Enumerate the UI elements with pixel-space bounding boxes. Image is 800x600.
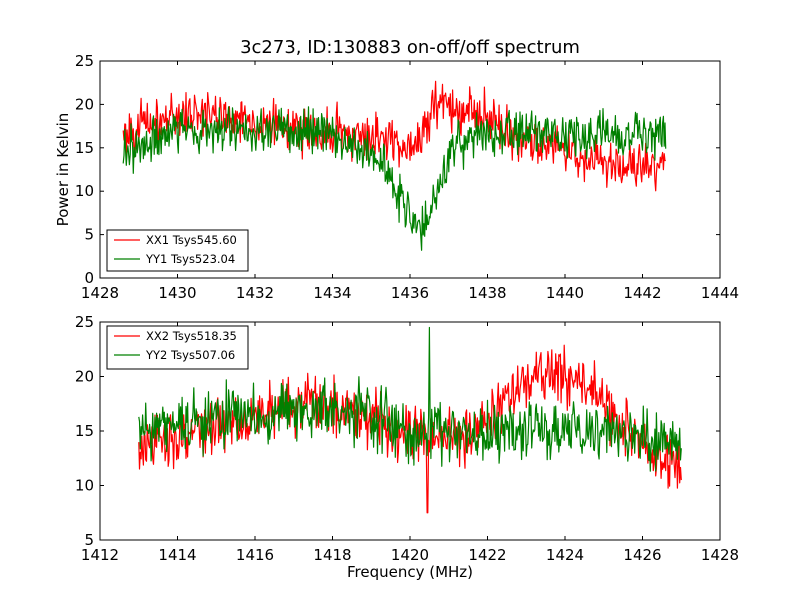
x-tick-label: 1430 <box>158 284 196 302</box>
x-tick-label: 1428 <box>81 284 119 302</box>
x-tick-label: 1434 <box>313 284 351 302</box>
legend-box <box>106 325 249 370</box>
x-tick-label: 1436 <box>391 284 429 302</box>
legend-label-2: YY2 Tsys507.06 <box>145 348 235 362</box>
legend-label-1: XX2 Tsys518.35 <box>146 329 237 343</box>
x-tick-label: 1444 <box>701 284 739 302</box>
x-tick-label: 1422 <box>468 546 506 564</box>
x-tick-label: 1412 <box>81 546 119 564</box>
legend-label-1: XX1 Tsys545.60 <box>146 233 237 247</box>
y-tick-label: 15 <box>75 139 94 157</box>
x-tick-label: 1438 <box>468 284 506 302</box>
y-tick-label: 25 <box>75 52 94 70</box>
y-tick-label: 15 <box>75 422 94 440</box>
x-tick-label: 1440 <box>546 284 584 302</box>
y-tick-label: 25 <box>75 313 94 331</box>
series-line-2 <box>138 326 682 472</box>
series-line-1 <box>122 80 666 192</box>
x-tick-label: 1442 <box>623 284 661 302</box>
x-tick-label: 1432 <box>236 284 274 302</box>
legend-label-2: YY1 Tsys523.04 <box>145 252 235 266</box>
y-tick-label: 0 <box>84 269 94 287</box>
top-panel: 1428 1430 1432 1434 1436 1438 1440 1442 1444 0 5 10… <box>54 52 739 302</box>
x-tick-label: 1420 <box>391 546 429 564</box>
y-axis-label: Power in Kelvin <box>54 113 72 227</box>
legend-box <box>106 229 249 272</box>
x-tick-label: 1416 <box>236 546 274 564</box>
bottom-panel: 1412 1414 1416 1418 1420 1422 1424 1426 1428 5 10 1… <box>75 313 739 581</box>
x-tick-label: 1426 <box>623 546 661 564</box>
y-tick-label: 10 <box>75 477 94 495</box>
x-tick-label: 1414 <box>158 546 196 564</box>
series-line-2 <box>122 106 667 251</box>
legend: XX2 Tsys518.35 YY2 Tsys507.06 <box>106 325 249 370</box>
y-tick-label: 5 <box>84 226 94 244</box>
y-tick-label: 20 <box>75 95 94 113</box>
y-tick-label: 20 <box>75 368 94 386</box>
y-tick-label: 5 <box>84 531 94 549</box>
x-tick-label: 1428 <box>701 546 739 564</box>
y-tick-label: 10 <box>75 182 94 200</box>
legend: XX1 Tsys545.60 YY1 Tsys523.04 <box>106 229 249 272</box>
x-tick-label: 1424 <box>546 546 584 564</box>
x-tick-label: 1418 <box>313 546 351 564</box>
figure-title: 3c273, ID:130883 on-off/off spectrum <box>240 37 580 58</box>
x-axis-label: Frequency (MHz) <box>347 563 473 581</box>
